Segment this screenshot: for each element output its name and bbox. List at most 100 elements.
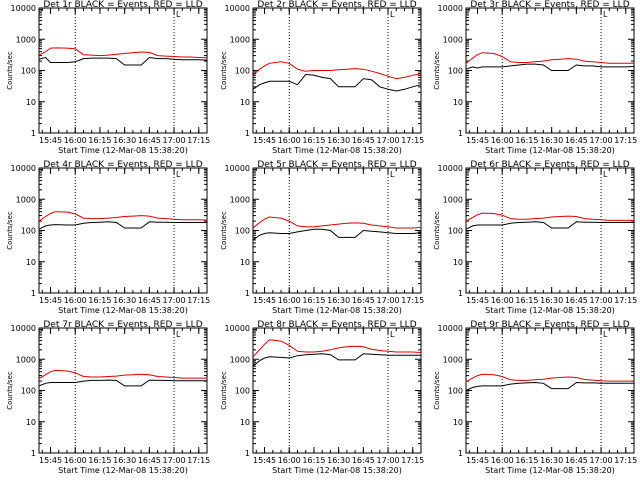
det-panel-4: Det 4r BLACK = Events, RED = LLD Counts/s… — [6, 160, 210, 315]
y-tick-label: 10 — [240, 418, 250, 427]
lld-line — [38, 47, 208, 59]
y-tick-label: 10 — [26, 258, 36, 267]
x-tick-label: 16:45 — [352, 456, 375, 465]
x-tick-label: 16:15 — [88, 136, 111, 145]
x-tick-label: 16:00 — [64, 136, 87, 145]
x-tick-label: 17:15 — [614, 456, 637, 465]
x-axis-label: Start Time (12-Mar-08 15:38:20) — [272, 146, 402, 155]
det-panel-8: Det 8r BLACK = Events, RED = LLD Counts/s… — [220, 320, 424, 475]
y-tick-label: 100 — [21, 227, 36, 236]
x-tick-label: 16:00 — [491, 296, 514, 305]
y-tick-label: 1000 — [230, 195, 250, 204]
det-panel-6: Det 6r BLACK = Events, RED = LLD Counts/s… — [433, 160, 637, 315]
x-tick-label: 16:00 — [491, 456, 514, 465]
x-tick-label: 16:30 — [327, 296, 350, 305]
lld-line — [252, 339, 422, 358]
y-tick-label: 1000 — [16, 35, 36, 44]
x-tick-label: 16:30 — [327, 456, 350, 465]
x-tick-label: 16:45 — [565, 136, 588, 145]
y-axis-label: Counts/sec — [433, 371, 441, 410]
corner-mark: L — [390, 330, 395, 339]
det-panel-7: Det 7r BLACK = Events, RED = LLD Counts/s… — [6, 320, 210, 475]
y-tick-label: 10000 — [225, 4, 250, 13]
y-tick-label: 10000 — [438, 324, 463, 333]
y-tick-label: 1000 — [230, 35, 250, 44]
y-tick-label: 1000 — [16, 355, 36, 364]
y-axis-label: Counts/sec — [6, 51, 14, 90]
panel-title: Det 5r BLACK = Events, RED = LLD — [257, 160, 416, 170]
x-tick-label: 17:15 — [187, 296, 210, 305]
x-tick-label: 16:15 — [88, 296, 111, 305]
corner-mark: L — [176, 10, 181, 19]
x-tick-label: 15:45 — [39, 136, 62, 145]
x-tick-label: 17:00 — [163, 296, 186, 305]
y-tick-label: 1 — [31, 449, 36, 458]
x-tick-label: 16:45 — [565, 456, 588, 465]
plot-frame — [465, 167, 635, 294]
plot-frame — [465, 7, 635, 134]
y-tick-label: 1000 — [443, 355, 463, 364]
y-tick-label: 10000 — [11, 4, 36, 13]
x-tick-label: 17:15 — [187, 456, 210, 465]
x-tick-label: 16:15 — [515, 136, 538, 145]
y-tick-label: 100 — [235, 227, 250, 236]
x-axis-label: Start Time (12-Mar-08 15:38:20) — [485, 146, 615, 155]
plot-frame — [38, 327, 208, 454]
x-axis-label: Start Time (12-Mar-08 15:38:20) — [272, 306, 402, 315]
events-line — [252, 228, 422, 241]
y-tick-label: 1 — [245, 449, 250, 458]
corner-mark: L — [603, 330, 608, 339]
y-axis-label: Counts/sec — [6, 211, 14, 250]
y-tick-label: 10 — [453, 98, 463, 107]
x-tick-label: 17:00 — [163, 136, 186, 145]
det-panel-1: Det 1r BLACK = Events, RED = LLD Counts/s… — [6, 0, 210, 155]
events-line — [252, 73, 422, 92]
x-tick-label: 15:45 — [39, 296, 62, 305]
y-tick-label: 1000 — [443, 195, 463, 204]
y-tick-label: 100 — [448, 67, 463, 76]
panel-title: Det 3r BLACK = Events, RED = LLD — [470, 0, 629, 10]
x-tick-label: 15:45 — [253, 296, 276, 305]
y-axis-label: Counts/sec — [220, 211, 228, 250]
x-tick-label: 16:45 — [565, 296, 588, 305]
y-tick-label: 10 — [453, 258, 463, 267]
y-tick-label: 10 — [240, 258, 250, 267]
y-tick-label: 10 — [26, 98, 36, 107]
x-tick-label: 17:15 — [614, 136, 637, 145]
y-tick-label: 1000 — [16, 195, 36, 204]
lld-line — [465, 212, 634, 222]
y-tick-label: 1 — [458, 289, 463, 298]
plot-frame — [252, 167, 422, 294]
events-line — [465, 221, 634, 230]
x-tick-label: 16:45 — [352, 296, 375, 305]
lld-line — [465, 373, 634, 383]
x-tick-label: 16:00 — [64, 296, 87, 305]
x-tick-label: 16:45 — [138, 296, 161, 305]
y-tick-label: 10000 — [438, 4, 463, 13]
x-tick-label: 15:45 — [253, 456, 276, 465]
y-tick-label: 10 — [26, 418, 36, 427]
events-line — [465, 63, 635, 71]
lld-line — [252, 216, 422, 229]
events-line — [252, 353, 421, 367]
x-tick-label: 17:00 — [377, 136, 400, 145]
y-tick-label: 100 — [235, 67, 250, 76]
y-tick-label: 10 — [240, 98, 250, 107]
y-axis-label: Counts/sec — [6, 371, 14, 410]
x-tick-label: 17:15 — [401, 136, 424, 145]
y-axis-label: Counts/sec — [220, 51, 228, 90]
y-tick-label: 1 — [458, 449, 463, 458]
x-tick-label: 16:45 — [352, 136, 375, 145]
events-line — [465, 381, 634, 391]
panel-title: Det 9r BLACK = Events, RED = LLD — [470, 320, 629, 330]
panel-title: Det 2r BLACK = Events, RED = LLD — [257, 0, 416, 10]
x-tick-label: 15:45 — [466, 136, 489, 145]
x-tick-label: 16:45 — [138, 136, 161, 145]
y-axis-label: Counts/sec — [433, 211, 441, 250]
events-line — [38, 379, 207, 387]
x-axis-label: Start Time (12-Mar-08 15:38:20) — [58, 146, 188, 155]
y-tick-label: 10000 — [225, 164, 250, 173]
lld-line — [465, 52, 634, 64]
x-tick-label: 16:15 — [302, 456, 325, 465]
